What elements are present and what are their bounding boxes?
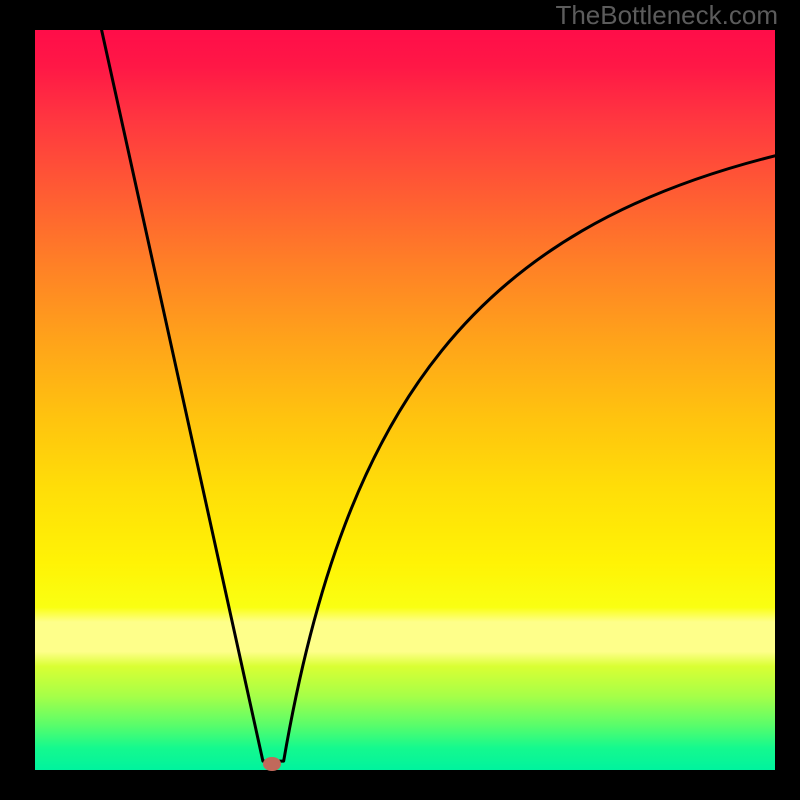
- bottleneck-curve: [35, 30, 775, 770]
- watermark-text: TheBottleneck.com: [555, 0, 778, 31]
- curve-path: [102, 30, 775, 761]
- plot-area: [35, 30, 775, 770]
- optimal-marker: [263, 757, 281, 771]
